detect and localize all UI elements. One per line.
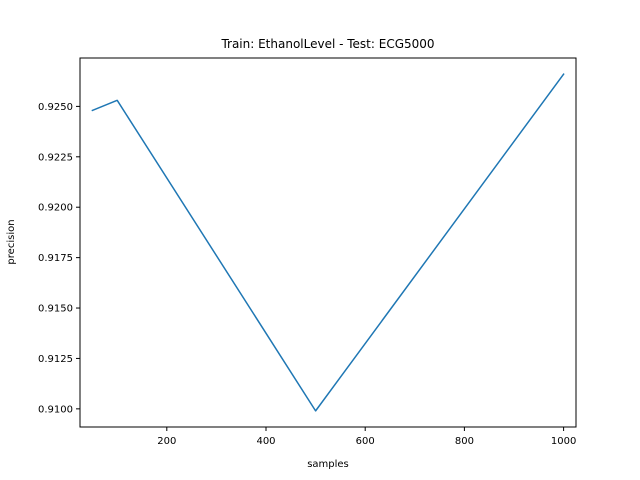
x-tick-label: 1000	[551, 436, 576, 447]
y-tick-label: 0.9175	[38, 253, 73, 264]
x-tick-label: 600	[356, 436, 375, 447]
y-tick-label: 0.9150	[38, 304, 73, 315]
y-tick-label: 0.9250	[38, 102, 73, 113]
plot-frame	[79, 57, 577, 428]
y-tick-label: 0.9125	[38, 354, 73, 365]
x-tick-label: 200	[157, 436, 176, 447]
y-tick-label: 0.9100	[38, 404, 73, 415]
chart-title: Train: EthanolLevel - Test: ECG5000	[220, 37, 434, 51]
x-axis-label: samples	[307, 459, 349, 470]
x-tick-label: 800	[455, 436, 474, 447]
y-axis: 0.9100 0.9125 0.9150 0.9175 0.9200 0.9225 0.92…	[38, 102, 80, 415]
y-axis-label: precision	[6, 219, 17, 264]
x-axis: 200 400 600 800 1000	[157, 427, 576, 447]
y-tick-label: 0.9200	[38, 203, 73, 214]
series-line-0	[91, 73, 565, 412]
plot-area	[91, 73, 565, 412]
x-tick-label: 400	[256, 436, 275, 447]
y-tick-label: 0.9225	[38, 152, 73, 163]
